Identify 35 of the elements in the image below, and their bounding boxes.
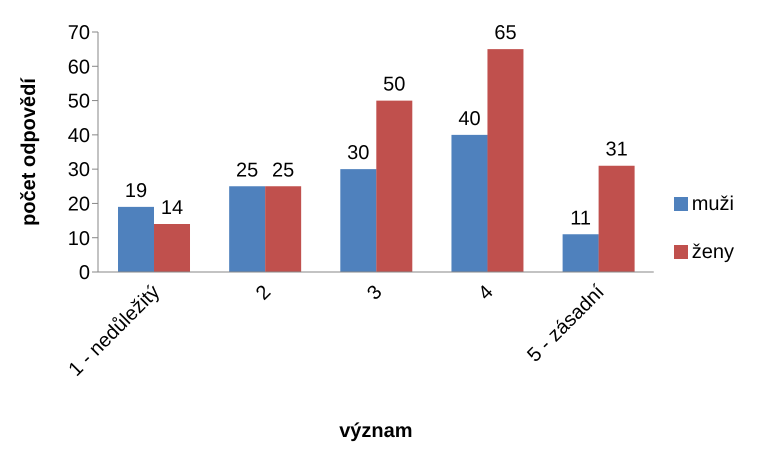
bar <box>598 166 635 272</box>
bar <box>340 169 376 272</box>
data-label: 40 <box>458 108 481 130</box>
y-tick-label: 50 <box>68 90 90 113</box>
x-tick-label: 2 <box>252 281 276 304</box>
y-tick-label: 10 <box>68 228 90 250</box>
x-tick-label: 4 <box>474 281 498 304</box>
legend-label: muži <box>692 192 734 214</box>
y-tick-label: 60 <box>68 56 90 78</box>
y-axis-title: počet odpovědí <box>18 76 40 226</box>
bar <box>487 49 524 272</box>
y-tick-label: 20 <box>68 194 90 216</box>
data-label: 31 <box>605 138 628 161</box>
bar <box>376 100 412 272</box>
data-label: 11 <box>570 207 591 230</box>
bar <box>154 224 190 272</box>
y-tick-label: 70 <box>68 22 90 44</box>
bar <box>562 234 599 272</box>
bar <box>265 186 302 272</box>
x-axis-title: význam <box>339 420 413 442</box>
y-tick-label: 40 <box>68 124 90 147</box>
y-tick-label: 0 <box>78 262 90 284</box>
data-label: 25 <box>272 159 294 182</box>
data-label: 25 <box>236 159 258 182</box>
legend-label: ženy <box>692 240 734 262</box>
data-label: 65 <box>494 22 517 44</box>
data-label: 19 <box>124 180 148 202</box>
bar <box>451 134 488 272</box>
y-tick-label: 30 <box>68 159 90 182</box>
x-tick-label: 3 <box>363 281 386 304</box>
bar <box>229 186 266 272</box>
data-label: 50 <box>383 74 406 96</box>
data-label: 14 <box>160 197 184 219</box>
bar <box>118 206 154 272</box>
data-label: 30 <box>347 142 370 164</box>
